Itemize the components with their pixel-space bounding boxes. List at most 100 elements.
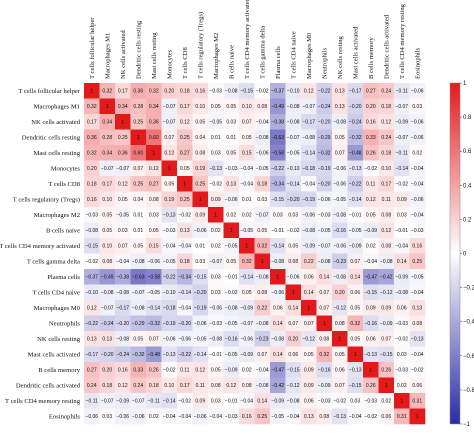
row-label: Dendritic cells activated: [16, 383, 81, 390]
heatmap-cell: [99, 315, 116, 332]
heatmap-cell: [270, 331, 286, 347]
cell-value-label: −0.04: [240, 182, 253, 188]
heatmap-cell: [332, 362, 348, 378]
heatmap-cell: [332, 176, 348, 192]
heatmap-cell: [177, 129, 193, 146]
cell-value-label: −0.06: [411, 197, 424, 203]
heatmap-cell: [99, 362, 116, 378]
heatmap-cell: [285, 346, 302, 363]
cell-value-label: −0.07: [163, 120, 176, 126]
cell-value-label: 0.08: [381, 244, 391, 250]
heatmap-cell: [192, 393, 209, 409]
heatmap-cell: [285, 176, 302, 192]
heatmap-cell: [378, 129, 395, 146]
heatmap-cell: [316, 114, 333, 130]
heatmap-cell: [208, 145, 224, 161]
heatmap-cell: [301, 83, 317, 99]
heatmap-cell: [192, 315, 209, 332]
heatmap-cell: [99, 393, 116, 409]
cell-value-label: 0.03: [211, 399, 221, 405]
heatmap-cell: [301, 114, 317, 130]
heatmap-cell: [301, 377, 317, 394]
heatmap-cell: [115, 315, 131, 332]
heatmap-cell: [161, 393, 178, 409]
heatmap-cell: [316, 300, 333, 316]
cell-value-label: −0.11: [86, 399, 98, 405]
cell-value-label: −0.02: [163, 368, 176, 374]
cell-value-label: 0.26: [381, 368, 391, 374]
heatmap-cell: [347, 145, 364, 161]
heatmap-cell: [84, 83, 100, 99]
heatmap-cell: [146, 393, 162, 409]
cell-value-label: −0.06: [302, 213, 315, 219]
cell-value-label: −0.07: [116, 166, 129, 172]
heatmap-cell: [285, 393, 302, 409]
cell-value-label: 0.18: [87, 182, 97, 188]
heatmap-cell: [270, 176, 286, 192]
heatmap-cell: [161, 145, 178, 161]
heatmap-cell: [270, 160, 286, 177]
cell-value-label: −0.48: [147, 352, 160, 358]
heatmap-cell: [161, 176, 178, 192]
heatmap-cell: [254, 145, 271, 161]
cell-value-label: −0.07: [302, 104, 315, 110]
cell-value-label: −0.58: [147, 275, 160, 281]
heatmap-cell: [332, 377, 348, 394]
cell-value-label: −0.14: [395, 166, 408, 172]
cell-value-label: 0.03: [211, 290, 221, 296]
heatmap-cell: [316, 284, 333, 301]
cell-value-label: 0.28: [133, 104, 143, 110]
heatmap-cell: [270, 129, 286, 146]
cell-value-label: −0.01: [209, 352, 222, 358]
cell-value-label: −0.02: [411, 368, 424, 374]
cell-value-label: −0.49: [101, 275, 114, 281]
cell-value-label: 1: [183, 182, 186, 188]
heatmap-cell: [239, 207, 255, 223]
heatmap-cell: [84, 160, 100, 177]
heatmap-cell: [177, 98, 193, 115]
cell-value-label: −0.08: [132, 259, 145, 265]
heatmap-cell: [347, 377, 364, 394]
heatmap-cell: [146, 253, 162, 270]
heatmap-cell: [378, 98, 395, 115]
cell-value-label: 0.06: [304, 399, 314, 405]
heatmap-cell: [409, 160, 426, 177]
cell-value-label: −0.47: [271, 368, 284, 374]
cell-value-label: −0.15: [364, 290, 377, 296]
cell-value-label: −0.19: [318, 166, 331, 172]
heatmap-cell: [270, 83, 286, 99]
heatmap-cell: [409, 408, 426, 425]
heatmap-cell: [285, 83, 302, 99]
heatmap-cell: [192, 145, 209, 161]
colorbar-tick-label: −0.4: [463, 320, 474, 326]
heatmap-cell: [208, 408, 224, 425]
cell-value-label: 0.20: [87, 166, 97, 172]
cell-value-label: −0.48: [349, 151, 362, 157]
cell-value-label: 0.07: [288, 321, 298, 327]
heatmap-cell: [208, 300, 224, 316]
cell-value-label: −0.15: [349, 383, 362, 389]
heatmap-cell: [130, 114, 147, 130]
cell-value-label: 0.19: [164, 197, 174, 203]
heatmap-cell: [363, 346, 379, 363]
cell-value-label: −0.04: [163, 414, 176, 420]
cell-value-label: −0.29: [132, 321, 145, 327]
heatmap-cell: [99, 160, 116, 177]
cell-value-label: −0.01: [395, 228, 408, 234]
heatmap-cell: [146, 284, 162, 301]
heatmap-cell: [301, 98, 317, 115]
cell-value-label: −0.02: [333, 399, 346, 405]
heatmap-cell: [208, 129, 224, 146]
heatmap-cell: [223, 269, 240, 285]
cell-value-label: 0.02: [226, 213, 236, 219]
heatmap-cell: [99, 408, 116, 425]
cell-value-label: −0.13: [163, 213, 176, 219]
row-label: Macrophages M1: [34, 104, 80, 111]
heatmap-cell: [301, 145, 317, 161]
cell-value-label: 1: [152, 151, 155, 157]
cell-value-label: 0.25: [180, 197, 190, 203]
heatmap-cell: [409, 253, 426, 270]
cell-value-label: −0.06: [194, 414, 207, 420]
cell-value-label: 0.13: [412, 306, 422, 312]
heatmap-cell: [394, 191, 410, 208]
